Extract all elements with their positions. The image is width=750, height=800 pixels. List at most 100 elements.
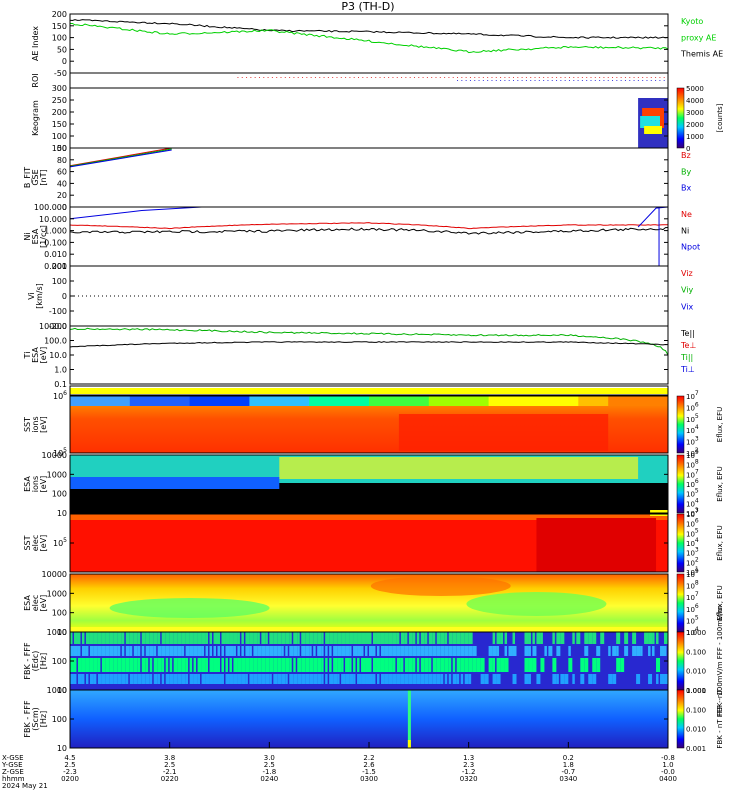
roi-dot xyxy=(336,77,338,78)
spectrogram-cell xyxy=(265,632,268,644)
y-axis-label: Keogram xyxy=(31,100,40,136)
x-tick-label: 0.2 xyxy=(563,754,574,762)
spectrogram-cell xyxy=(145,674,150,684)
spectrogram-cell xyxy=(149,674,153,684)
y-tick-label: 60 xyxy=(57,168,67,177)
y-tick-label: 100 xyxy=(52,144,67,153)
spectrogram-cell xyxy=(408,632,413,644)
spectrogram-cell xyxy=(408,674,413,684)
spectrogram-cell xyxy=(93,674,97,684)
spectrogram-cell xyxy=(528,674,531,684)
y-tick-label: 0.100 xyxy=(44,238,67,247)
colorbar-esa_i xyxy=(676,454,685,514)
colorbar-tick: 3000 xyxy=(686,109,704,117)
spectrogram-cell xyxy=(552,658,557,672)
roi-dot xyxy=(560,77,562,78)
spectrogram-cell xyxy=(185,646,190,656)
spectrogram-cell xyxy=(101,658,106,672)
roi-dot xyxy=(431,77,433,78)
spectrogram-cell xyxy=(85,674,89,684)
roi-dot xyxy=(504,80,506,81)
roi-dot xyxy=(388,77,390,78)
x-tick-label: 2.5 xyxy=(164,761,175,769)
y-tick-label: 1000 xyxy=(47,686,67,695)
spectrogram-cell xyxy=(480,674,485,684)
spectrogram-cell xyxy=(636,674,641,684)
roi-dot xyxy=(237,77,239,78)
colorbar-label: Eflux, EFU xyxy=(716,466,724,501)
spectrogram-cell xyxy=(105,674,110,684)
spectrogram-cell xyxy=(333,674,338,684)
colorbar-tick: 106 xyxy=(686,478,699,489)
spectrogram-cell xyxy=(229,632,234,644)
spectrogram-cell xyxy=(137,658,141,672)
spectrogram-cell xyxy=(656,632,659,644)
spectrogram-cell xyxy=(384,646,389,656)
spectrogram-cell xyxy=(384,658,389,672)
colorbar-tick: 102 xyxy=(686,447,699,458)
colorbar-tick: 103 xyxy=(686,547,699,558)
spectrogram-cell xyxy=(388,646,393,656)
roi-dot xyxy=(590,80,592,81)
roi-dot xyxy=(517,77,519,78)
roi-dot xyxy=(547,80,549,81)
spectrogram-cell xyxy=(532,632,535,644)
roi-dot xyxy=(586,77,588,78)
roi-dot xyxy=(633,77,635,78)
spectrogram-blob xyxy=(466,592,607,616)
spectrogram-cell xyxy=(452,658,456,672)
spectrogram-cell xyxy=(325,658,328,672)
roi-dot xyxy=(379,77,381,78)
colorbar-tick: 104 xyxy=(686,497,699,508)
spectrogram-cell xyxy=(277,658,282,672)
spectrogram-cell xyxy=(299,396,310,406)
spectrogram-cell xyxy=(548,646,553,656)
spectrogram-cell xyxy=(372,674,376,684)
spectrogram-cell xyxy=(181,674,186,684)
spectrogram-cell xyxy=(161,674,165,684)
roi-dot xyxy=(543,77,545,78)
legend-item: Ne xyxy=(681,210,692,219)
roi-dot xyxy=(564,77,566,78)
spectrogram-cell xyxy=(109,658,114,672)
spectrogram-cell xyxy=(285,658,290,672)
spectrogram-cell xyxy=(241,658,246,672)
roi-dot xyxy=(581,77,583,78)
roi-dot xyxy=(629,77,631,78)
spectrogram-cell xyxy=(259,396,270,406)
roi-dot xyxy=(568,80,570,81)
spectrogram-cell xyxy=(428,658,432,672)
spectrogram-cell xyxy=(396,658,401,672)
series-ni xyxy=(69,227,669,235)
spectrogram-cell xyxy=(632,646,637,656)
spectrogram-cell xyxy=(113,646,118,656)
y-axis-label: SST xyxy=(23,417,32,432)
y-tick-label: 0.1 xyxy=(54,380,67,389)
spectrogram-cell xyxy=(233,658,238,672)
roi-dot xyxy=(340,77,342,78)
spectrogram-cell xyxy=(173,632,178,644)
spectrogram-cell xyxy=(257,646,262,656)
spectrogram-cell xyxy=(205,658,209,672)
spectrogram-cell xyxy=(77,658,82,672)
roi-dot xyxy=(487,80,489,81)
panel-frame-ae xyxy=(69,13,669,74)
x-tick-label: 3.8 xyxy=(164,754,175,762)
x-tick-label: 0320 xyxy=(460,775,478,783)
spectrogram-cell xyxy=(209,632,213,644)
series-themis-ae xyxy=(69,19,669,39)
spectrogram-cell xyxy=(313,674,318,684)
roi-dot xyxy=(534,77,536,78)
spectrogram-cell xyxy=(432,646,437,656)
colorbar-tick: 108 xyxy=(686,459,699,470)
spectrogram-cell xyxy=(321,674,324,684)
roi-dot xyxy=(297,77,299,78)
y-axis-label: ESA xyxy=(31,228,40,244)
roi-dot xyxy=(409,77,411,78)
spectrogram-cell xyxy=(438,396,450,406)
spectrogram-cell xyxy=(70,674,74,684)
roi-dot xyxy=(375,77,377,78)
roi-dot xyxy=(474,77,476,78)
spectrogram-cell xyxy=(388,396,400,406)
